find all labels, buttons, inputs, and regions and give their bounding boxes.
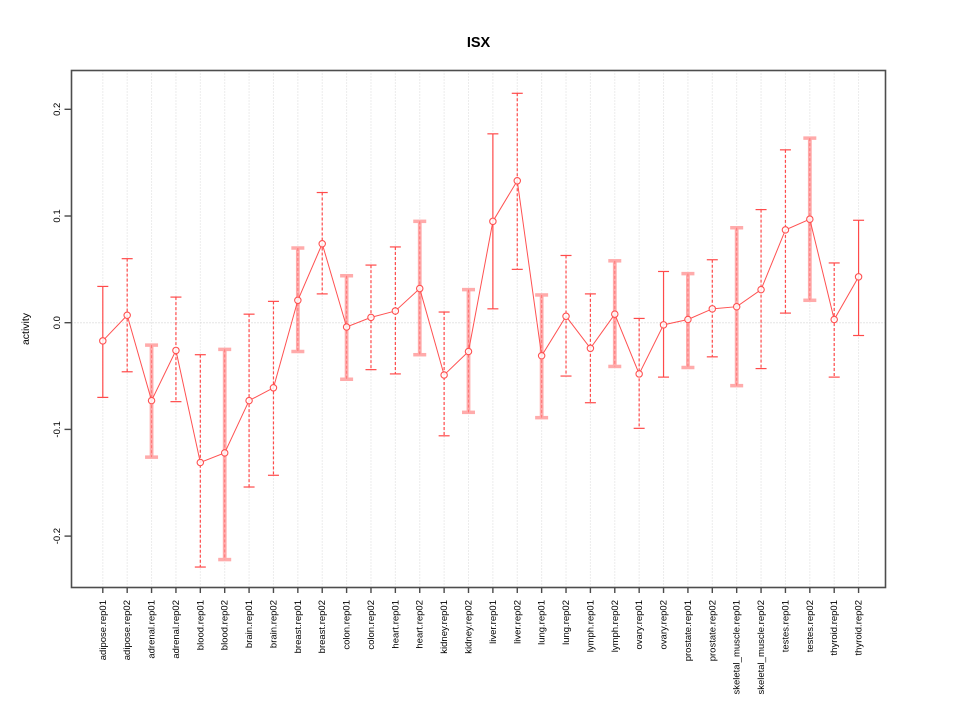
data-point-marker [781,226,790,234]
data-point-marker [367,313,375,322]
data-point-marker [659,321,668,329]
x-axis-label: thyroid.rep02 [854,600,865,655]
series-line [102,179,860,464]
x-axis-label: ovary.rep01 [634,600,645,649]
x-axis-label: liver.rep02 [512,600,523,644]
x-axis-label: prostate.rep01 [683,600,694,661]
x-axis-label: skeletal_muscle.rep02 [756,600,767,695]
data-point-marker [196,458,205,467]
x-axis-label: prostate.rep02 [707,600,718,661]
y-tick-label: 0.0 [52,316,63,329]
x-axis-label: brain.rep02 [268,600,279,648]
x-axis-label: heart.rep02 [415,600,426,649]
data-point-marker [342,323,351,331]
data-point-marker [732,302,741,311]
data-point-marker [464,347,473,356]
plot-frame [70,69,887,589]
x-axis-label: lymph.rep01 [585,600,596,652]
data-point-marker [854,273,863,281]
y-tick-label: 0.2 [52,103,63,116]
data-point-marker [489,217,497,226]
x-axis-label: testes.rep01 [780,600,791,652]
x-axis-label: kidney.rep01 [439,600,450,654]
x-axis-label: lung.rep02 [561,600,572,645]
data-point-marker [269,384,278,392]
data-point-marker [562,312,570,321]
y-axis-label: activity [20,312,32,345]
data-point-marker [757,285,765,294]
x-axis-label: liver.rep01 [488,600,499,644]
x-axis-label: blood.rep01 [195,600,206,650]
data-point-marker [99,337,107,345]
x-axis-label: thyroid.rep01 [829,600,840,655]
y-tick-label: 0.1 [52,209,63,222]
data-point-marker [586,344,595,353]
x-axis-label: kidney.rep02 [464,600,475,654]
y-tick-label: -0.1 [52,421,63,437]
x-axis-label: adipose.rep02 [122,600,133,660]
x-axis-label: adrenal.rep02 [171,600,182,659]
data-point-marker [708,305,717,313]
data-point-marker [391,307,400,315]
data-point-marker [318,239,326,248]
x-axis-label: lung.rep01 [537,600,548,645]
data-point-marker [415,284,424,293]
plot-content: adipose.rep01 adipose.rep02 adrenal.rep01 a… [64,69,887,695]
data-point-marker [806,215,814,223]
data-point-marker [220,449,229,457]
x-axis-label: breast.rep01 [293,600,304,653]
x-axis-label: breast.rep02 [317,600,328,653]
x-axis-label: ovary.rep02 [659,600,670,649]
x-axis-label: lymph.rep02 [610,600,621,652]
data-point-marker [611,310,619,318]
x-axis-label: heart.rep01 [390,600,401,649]
x-axis-label: colon.rep01 [342,600,353,650]
data-point-marker [635,370,643,378]
x-axis-label: adipose.rep01 [98,600,109,660]
x-axis-label: adrenal.rep01 [147,600,158,659]
data-point-marker [537,352,546,360]
data-point-marker [172,346,180,355]
data-point-marker [123,311,131,319]
data-point-marker [147,396,156,405]
chart-title: ISX [467,35,491,51]
data-point-marker [684,315,692,324]
data-point-marker [513,177,522,185]
data-point-marker [245,396,253,405]
x-axis-label: skeletal_muscle.rep01 [732,600,743,695]
x-axis-label: brain.rep01 [244,600,255,648]
data-point-marker [294,296,302,305]
y-tick-label: -0.2 [52,528,63,544]
x-axis-label: colon.rep02 [366,600,377,650]
x-axis-label: testes.rep02 [805,600,816,652]
data-point-marker [830,315,838,324]
data-point-marker [440,371,448,379]
x-axis-label: blood.rep02 [220,600,231,650]
